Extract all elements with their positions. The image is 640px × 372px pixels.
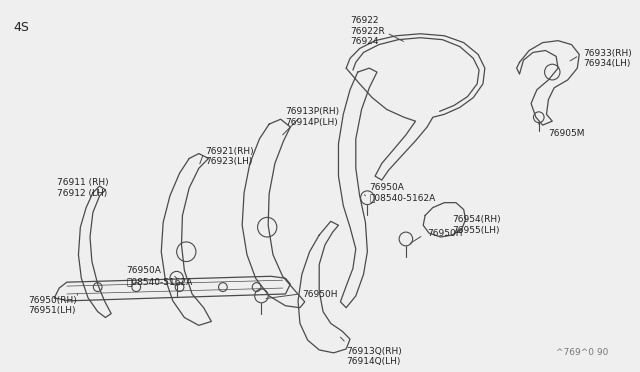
Text: 76950A
Ⓢ08540-5162A: 76950A Ⓢ08540-5162A [127,266,193,286]
Text: 76950(RH)
76951(LH): 76950(RH) 76951(LH) [28,296,77,315]
Text: 76954(RH)
76955(LH): 76954(RH) 76955(LH) [452,215,500,235]
Text: 76950H: 76950H [427,229,463,238]
Text: 76913P(RH)
76914P(LH): 76913P(RH) 76914P(LH) [285,108,340,127]
Text: 76905M: 76905M [548,129,585,138]
Text: ^769^0 90: ^769^0 90 [556,348,608,357]
Text: 76950H: 76950H [302,290,337,299]
Text: 4S: 4S [13,21,29,34]
Text: 76913Q(RH)
76914Q(LH): 76913Q(RH) 76914Q(LH) [346,347,402,366]
Text: 76922
76922R
76924: 76922 76922R 76924 [350,16,385,46]
Text: 76950A
Ⓢ08540-5162A: 76950A Ⓢ08540-5162A [369,183,436,202]
Text: 76911 (RH)
76912 (LH): 76911 (RH) 76912 (LH) [57,178,109,198]
Text: 76933(RH)
76934(LH): 76933(RH) 76934(LH) [583,48,632,68]
Text: 76921(RH)
76923(LH): 76921(RH) 76923(LH) [205,147,254,166]
